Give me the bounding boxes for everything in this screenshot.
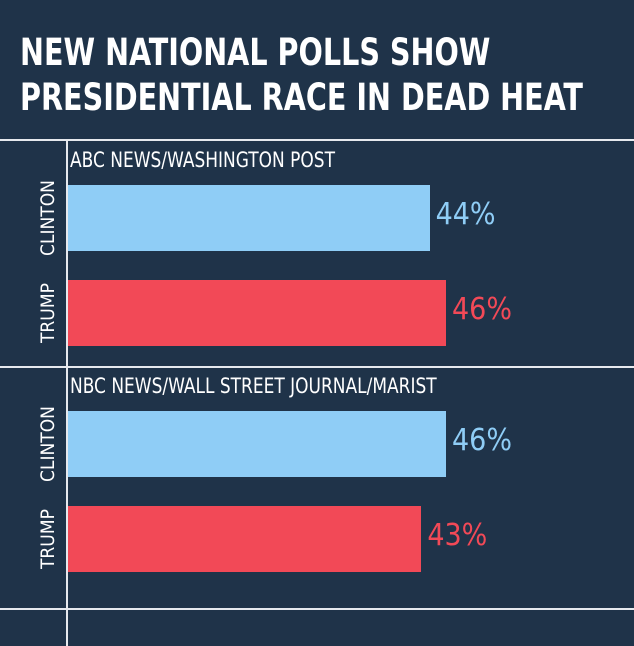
- poll-label: ABC NEWS/WASHINGTON POST: [70, 148, 335, 172]
- candidate-label: TRUMP: [37, 283, 59, 343]
- candidate-label: TRUMP: [37, 509, 59, 569]
- value-label: 46%: [452, 292, 512, 327]
- bar-clinton: [68, 411, 446, 477]
- bar-trump: [68, 280, 446, 346]
- bar-clinton: [68, 185, 430, 251]
- top-divider: [0, 139, 634, 141]
- axis-line: [66, 139, 68, 646]
- candidate-label: CLINTON: [37, 180, 59, 256]
- value-label: 46%: [452, 423, 512, 458]
- candidate-label: CLINTON: [37, 406, 59, 482]
- title-line-2: PRESIDENTIAL RACE IN DEAD HEAT: [20, 76, 583, 119]
- chart-title: NEW NATIONAL POLLS SHOW PRESIDENTIAL RAC…: [20, 30, 583, 120]
- title-line-1: NEW NATIONAL POLLS SHOW: [20, 31, 491, 74]
- bar-trump: [68, 506, 422, 572]
- middle-divider: [0, 366, 634, 368]
- poll-label: NBC NEWS/WALL STREET JOURNAL/MARIST: [70, 374, 437, 398]
- value-label: 44%: [435, 197, 496, 232]
- value-label: 43%: [427, 518, 488, 553]
- bottom-divider: [0, 608, 634, 610]
